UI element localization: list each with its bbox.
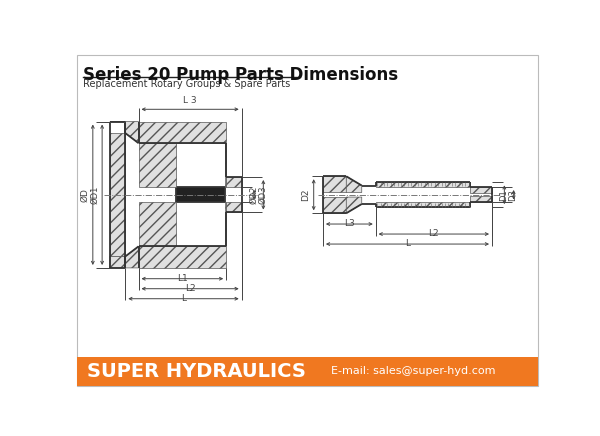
Text: L1: L1 bbox=[177, 273, 188, 283]
Polygon shape bbox=[226, 202, 242, 212]
Polygon shape bbox=[346, 176, 362, 192]
Polygon shape bbox=[376, 202, 470, 207]
Polygon shape bbox=[139, 246, 226, 268]
Text: Series 20 Pump Parts Dimensions: Series 20 Pump Parts Dimensions bbox=[83, 66, 398, 84]
Text: ØD: ØD bbox=[81, 188, 90, 202]
Polygon shape bbox=[226, 177, 242, 187]
Polygon shape bbox=[110, 122, 139, 143]
Text: L2: L2 bbox=[428, 229, 439, 238]
Text: L3: L3 bbox=[344, 219, 355, 228]
Polygon shape bbox=[139, 122, 226, 143]
Text: E-mail: sales@super-hyd.com: E-mail: sales@super-hyd.com bbox=[331, 366, 495, 376]
Text: ØD3: ØD3 bbox=[258, 186, 267, 204]
Polygon shape bbox=[346, 197, 362, 213]
Text: L 3: L 3 bbox=[183, 95, 197, 105]
Polygon shape bbox=[110, 246, 139, 268]
Polygon shape bbox=[139, 143, 176, 187]
Text: ØD2: ØD2 bbox=[249, 186, 258, 204]
Polygon shape bbox=[376, 182, 470, 187]
Bar bbox=[176, 187, 224, 202]
Text: D3: D3 bbox=[509, 189, 518, 201]
Polygon shape bbox=[110, 133, 125, 256]
Text: D2: D2 bbox=[302, 188, 311, 201]
Polygon shape bbox=[224, 202, 226, 246]
Text: ØD1: ØD1 bbox=[90, 186, 99, 204]
Polygon shape bbox=[323, 197, 346, 213]
Polygon shape bbox=[470, 187, 492, 193]
Text: L: L bbox=[405, 239, 410, 248]
Text: L: L bbox=[181, 293, 186, 303]
Polygon shape bbox=[470, 196, 492, 202]
Text: SUPER HYDRAULICS: SUPER HYDRAULICS bbox=[88, 361, 306, 381]
Polygon shape bbox=[323, 176, 346, 192]
Polygon shape bbox=[224, 143, 226, 187]
Text: L2: L2 bbox=[185, 283, 196, 293]
Text: D1: D1 bbox=[499, 189, 508, 201]
Bar bbox=[77, 357, 538, 386]
Polygon shape bbox=[139, 202, 176, 246]
Text: Replacement Rotary Groups & Spare Parts: Replacement Rotary Groups & Spare Parts bbox=[83, 79, 290, 89]
